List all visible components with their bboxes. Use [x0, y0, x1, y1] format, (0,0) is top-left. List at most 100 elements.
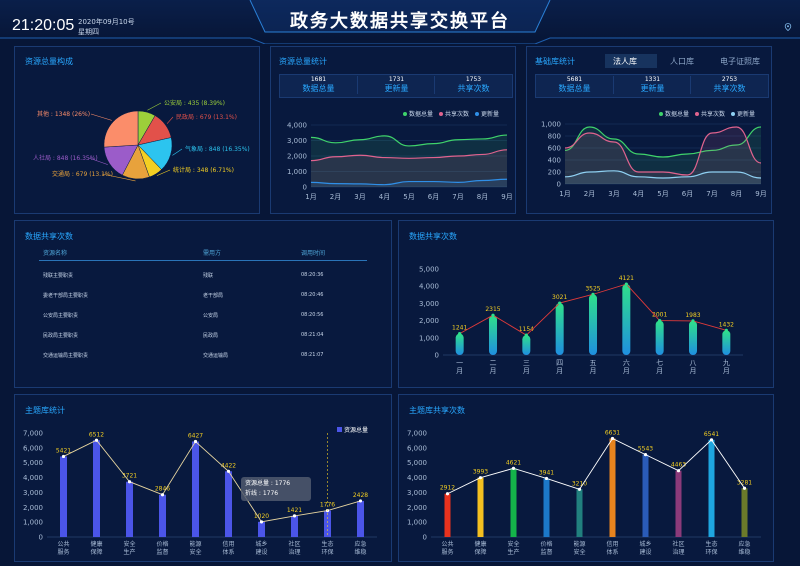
- x-tick-label: 生态: [705, 540, 717, 548]
- trend-dot: [724, 328, 728, 332]
- theme-stats-bar-chart: 7,000 6,000 5,000 4,000 3,000 2,000 1,000 0 5421…: [23, 430, 377, 556]
- data-label: 3941: [539, 469, 554, 476]
- y-tick-label: 800: [548, 133, 561, 141]
- legend-dot: [731, 112, 735, 116]
- y-tick-label: 400: [548, 157, 561, 165]
- stat-shares: 1753 共享次数: [434, 76, 512, 94]
- x-tick-label: 七: [656, 358, 663, 367]
- stat-shares: 2753 共享次数: [690, 76, 768, 94]
- x-tick-label: 应急: [354, 540, 366, 548]
- pie-label: 公安局 : 435 (8.39%): [164, 99, 225, 107]
- y-tick-label: 200: [548, 169, 561, 177]
- y-tick-label: 4,000: [407, 474, 427, 482]
- series-line: [564, 126, 762, 176]
- series-line: [310, 149, 508, 162]
- pie-leader-line: [101, 173, 136, 182]
- bar: [477, 477, 484, 537]
- legend-label[interactable]: 资源总量: [344, 427, 369, 434]
- trend-dot: [742, 486, 747, 490]
- y-tick-label: 3,000: [407, 489, 427, 497]
- x-tick-label: 九: [723, 358, 730, 367]
- y-tick-label: 0: [423, 534, 427, 542]
- y-tick-label: 1,000: [541, 121, 561, 129]
- legend-dot: [695, 112, 699, 116]
- x-tick-label: 治理: [288, 548, 300, 556]
- y-tick-label: 1,000: [407, 519, 427, 527]
- y-tick-label: 5,000: [419, 266, 439, 274]
- tab-population[interactable]: 人口库: [670, 57, 694, 66]
- pie-leader-line: [156, 169, 171, 176]
- legend-swatch: [337, 427, 342, 432]
- cell-resource: 公安局主要职责: [43, 313, 79, 319]
- cell-resource: 委老干部局主要职责: [43, 293, 89, 299]
- tooltip-line-2: 折线 : 1776: [245, 490, 279, 497]
- bar: [689, 320, 697, 355]
- share-count-panel: 数据共享次数 5,000 4,000 3,000 2,000 1,000 0 1241 一月 2…: [398, 220, 774, 388]
- data-label: 1432: [719, 321, 734, 328]
- x-tick-label: 四: [556, 359, 563, 367]
- x-tick-label: 月: [690, 367, 697, 375]
- x-tick-label: 价格: [540, 540, 552, 548]
- clock: 21:20:05: [12, 17, 75, 34]
- data-label: 4463: [671, 462, 686, 469]
- x-tick-label: 五: [590, 359, 597, 367]
- x-tick-label: 月: [490, 367, 497, 375]
- panel-title: 数据共享次数: [409, 232, 457, 241]
- series-area: [311, 135, 507, 187]
- trend-dot: [127, 480, 132, 484]
- x-tick-label: 六: [623, 358, 630, 367]
- header-frame: [0, 0, 800, 44]
- data-label: 2428: [353, 492, 368, 499]
- x-tick-label: 1月: [305, 193, 316, 201]
- bar: [589, 294, 597, 355]
- x-tick-label: 维稳: [354, 548, 366, 556]
- x-tick-label: 应急: [738, 540, 750, 548]
- bar: [708, 439, 715, 537]
- cell-time: 08:21:07: [301, 352, 324, 358]
- bar: [126, 481, 133, 537]
- data-label: 6512: [89, 431, 104, 438]
- cell-time: 08:21:04: [301, 332, 324, 338]
- bar: [192, 441, 199, 537]
- x-tick-label: 安全: [507, 540, 519, 548]
- stat-updates: 1331 更新量: [613, 76, 691, 94]
- legend-label: 共享次数: [701, 110, 725, 118]
- x-tick-label: 二: [490, 359, 497, 367]
- pie-label: 民政局 : 679 (13.1%): [176, 113, 237, 121]
- data-label: 3525: [585, 285, 600, 292]
- tab-legal-person[interactable]: 法人库: [613, 57, 637, 66]
- x-tick-label: 体系: [606, 548, 618, 556]
- location-pin-icon[interactable]: [784, 23, 792, 31]
- data-label: 2912: [440, 485, 455, 492]
- bar: [722, 330, 731, 355]
- x-tick-label: 月: [590, 367, 597, 375]
- bar: [93, 440, 100, 537]
- panel-title: 主题库统计: [25, 406, 65, 415]
- x-tick-label: 八: [690, 359, 697, 367]
- y-tick-label: 6,000: [407, 444, 427, 452]
- theme-share-panel: 主题库共享次数 7,000 6,000 5,000 4,000 3,000 2,000 1,…: [398, 394, 774, 562]
- bar: [510, 468, 517, 537]
- x-tick-label: 4月: [633, 190, 644, 198]
- x-tick-label: 能源: [189, 540, 201, 548]
- trend-dot: [259, 520, 264, 524]
- stats-strip: 1681 数据总量 1731 更新量 1753 共享次数: [279, 74, 513, 98]
- data-label: 3721: [122, 473, 137, 480]
- x-tick-label: 健康: [90, 540, 102, 548]
- data-label: 2001: [652, 312, 667, 319]
- x-tick-label: 服务: [57, 548, 69, 556]
- x-tick-label: 维稳: [738, 548, 750, 556]
- col-header-consumer: 需用方: [203, 250, 222, 257]
- bar: [159, 494, 166, 537]
- pie-label: 统计局 : 348 (6.71%): [173, 166, 234, 174]
- x-tick-label: 信用: [606, 540, 618, 548]
- x-tick-label: 治理: [672, 548, 684, 556]
- x-tick-label: 生产: [123, 548, 135, 556]
- cell-consumer: 民政局: [203, 333, 219, 339]
- series-line: [310, 134, 508, 147]
- bar: [555, 303, 564, 355]
- bar: [576, 489, 583, 537]
- x-tick-label: 安全: [123, 540, 135, 548]
- tab-e-license[interactable]: 电子证照库: [720, 57, 760, 66]
- trend-dot: [610, 436, 615, 441]
